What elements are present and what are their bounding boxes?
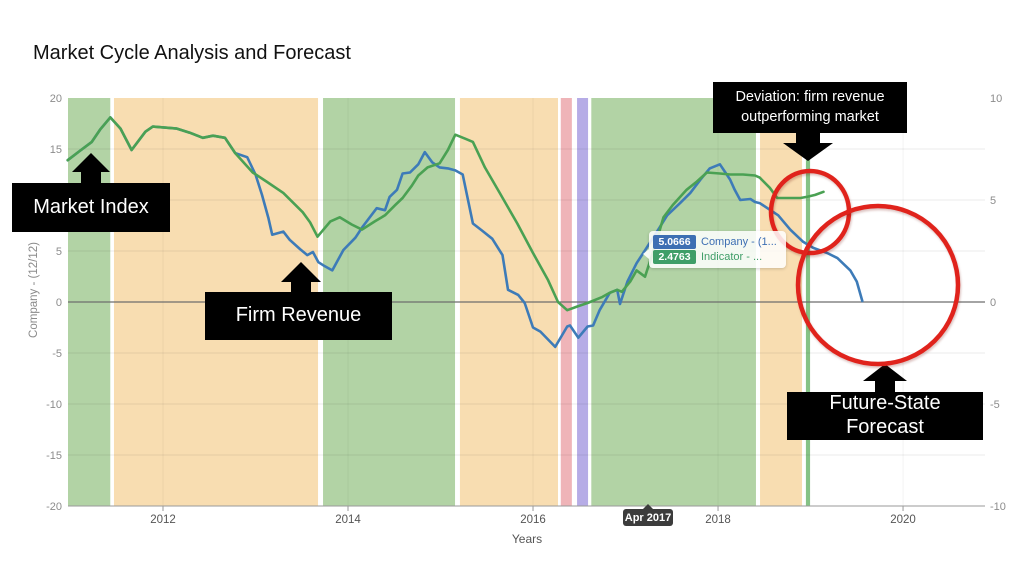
firm-revenue-arrow-icon	[281, 262, 321, 293]
callout-future-state-line1: Future-State	[829, 392, 941, 415]
x-tick-2012: 2012	[150, 514, 176, 526]
callout-future-state-line2: Forecast	[846, 416, 924, 438]
y-right-tick-10: 10	[990, 93, 1002, 105]
marker-caret-icon	[643, 504, 653, 509]
x-axis-title: Years	[512, 532, 542, 546]
callout-firm-revenue-label: Firm Revenue	[235, 304, 362, 327]
callout-firm-revenue: Firm Revenue	[205, 292, 392, 340]
y-left-tick-20: 20	[50, 93, 62, 105]
callout-deviation-line2: outperforming market	[741, 108, 879, 125]
highlight-circle-forecast	[795, 203, 961, 367]
y-right-tick--10: -10	[990, 501, 1006, 513]
tooltip-indicator-value-badge: 2.4763	[653, 250, 696, 264]
y-right-tick-5: 5	[990, 195, 996, 207]
future-state-arrow-icon	[863, 364, 907, 393]
deviation-arrow-icon	[783, 133, 833, 161]
tooltip-company-value-badge: 5.0666	[653, 235, 696, 249]
chart-hover-tooltip: 5.0666 Company - (1... 2.4763 Indicator …	[643, 231, 786, 268]
tooltip-company-row: 5.0666 Company - (1...	[653, 235, 782, 249]
tooltip-indicator-row: 2.4763 Indicator - ...	[653, 250, 782, 264]
x-tick-2020: 2020	[890, 514, 916, 526]
y-left-tick--10: -10	[46, 399, 62, 411]
y-left-tick--20: -20	[46, 501, 62, 513]
y-left-tick-5: 5	[56, 246, 62, 258]
market-index-arrow-icon	[72, 153, 110, 184]
page-title: Market Cycle Analysis and Forecast	[33, 42, 351, 64]
tooltip-company-series-label: Company - (1...	[701, 236, 777, 248]
callout-deviation: Deviation: firm revenue outperforming ma…	[713, 82, 907, 133]
x-tick-2016: 2016	[520, 514, 546, 526]
callout-deviation-line1: Deviation: firm revenue	[735, 88, 885, 105]
x-tick-2018: 2018	[705, 514, 731, 526]
marker-date-label: Apr 2017	[624, 511, 672, 524]
callout-market-index-label: Market Index	[33, 195, 149, 218]
y-left-tick--15: -15	[46, 450, 62, 462]
x-axis-hover-date-marker: Apr 2017	[623, 504, 673, 526]
callout-future-state-forecast: Future-State Forecast	[787, 392, 983, 440]
y-left-tick-0: 0	[56, 297, 62, 309]
y-right-tick-0: 0	[990, 297, 996, 309]
tooltip-indicator-series-label: Indicator - ...	[701, 251, 763, 263]
y-left-tick-15: 15	[50, 144, 62, 156]
callout-market-index: Market Index	[12, 183, 170, 232]
indicator-line	[66, 116, 825, 312]
y-axis-title: Company - (12/12)	[28, 242, 40, 338]
y-right-tick--5: -5	[990, 399, 1000, 411]
y-left-tick--5: -5	[52, 348, 62, 360]
tooltip-pointer-icon	[643, 249, 649, 259]
x-tick-2014: 2014	[335, 514, 361, 526]
